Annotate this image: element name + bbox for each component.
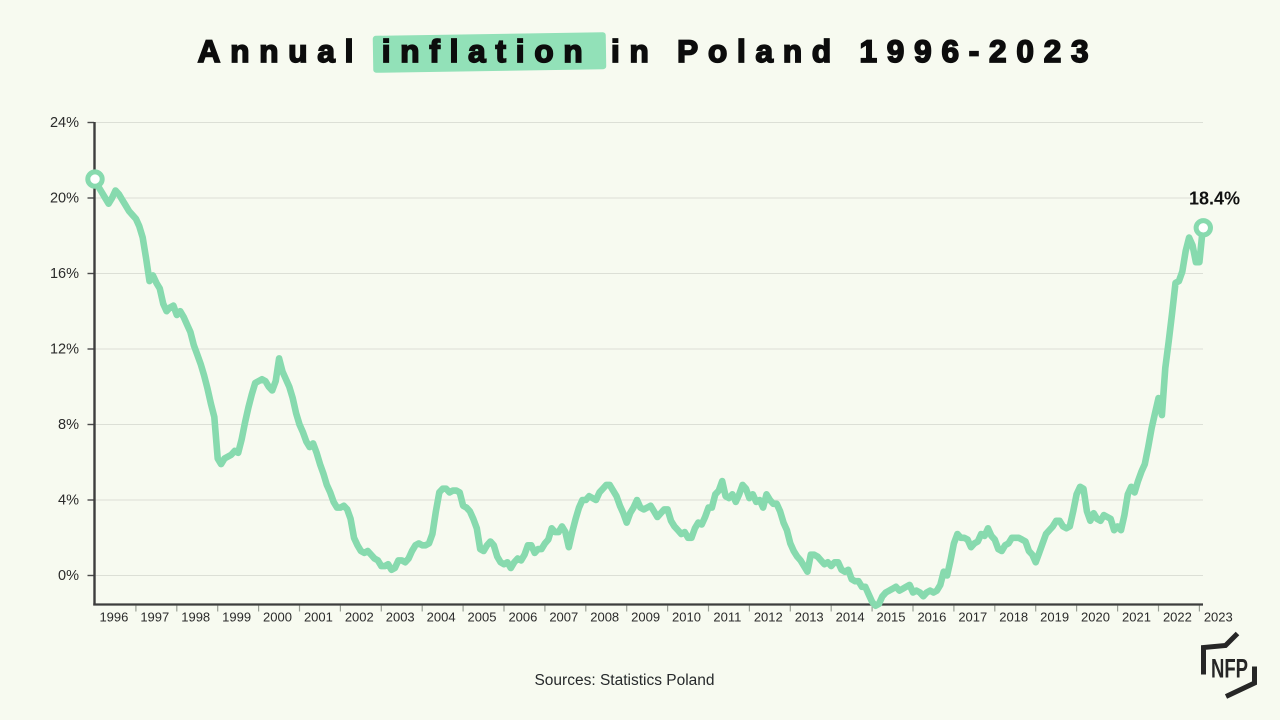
svg-text:18.4%: 18.4% (1189, 189, 1240, 209)
svg-text:2021: 2021 (1122, 610, 1151, 625)
svg-text:1998: 1998 (181, 610, 210, 625)
svg-text:24%: 24% (50, 115, 79, 131)
svg-text:2017: 2017 (958, 610, 987, 625)
svg-text:2003: 2003 (386, 610, 415, 625)
svg-text:16%: 16% (50, 266, 79, 282)
svg-text:0%: 0% (58, 568, 79, 584)
svg-text:2006: 2006 (508, 610, 537, 625)
svg-text:2011: 2011 (713, 610, 741, 625)
svg-text:NFP: NFP (1211, 654, 1248, 684)
svg-text:2001: 2001 (304, 610, 333, 625)
svg-text:2009: 2009 (631, 610, 660, 625)
svg-text:2004: 2004 (427, 610, 456, 625)
svg-text:1997: 1997 (140, 610, 169, 625)
svg-text:2018: 2018 (999, 610, 1028, 625)
svg-text:1999: 1999 (222, 610, 251, 625)
svg-text:2020: 2020 (1081, 610, 1110, 625)
svg-text:2023: 2023 (1204, 610, 1233, 625)
svg-text:2000: 2000 (263, 610, 292, 625)
svg-text:1996: 1996 (99, 610, 128, 625)
svg-text:2002: 2002 (345, 610, 374, 625)
svg-text:2016: 2016 (917, 610, 946, 625)
svg-text:2007: 2007 (549, 610, 578, 625)
svg-text:2014: 2014 (836, 610, 865, 625)
svg-text:20%: 20% (50, 191, 79, 207)
svg-text:2013: 2013 (795, 610, 824, 625)
svg-text:2019: 2019 (1040, 610, 1069, 625)
svg-text:2022: 2022 (1163, 610, 1192, 625)
svg-text:2015: 2015 (877, 610, 906, 625)
svg-text:2008: 2008 (590, 610, 619, 625)
svg-text:2005: 2005 (468, 610, 497, 625)
svg-text:2010: 2010 (672, 610, 701, 625)
svg-text:12%: 12% (50, 342, 79, 358)
svg-text:8%: 8% (58, 417, 79, 433)
svg-text:2012: 2012 (754, 610, 783, 625)
svg-text:4%: 4% (58, 493, 79, 509)
